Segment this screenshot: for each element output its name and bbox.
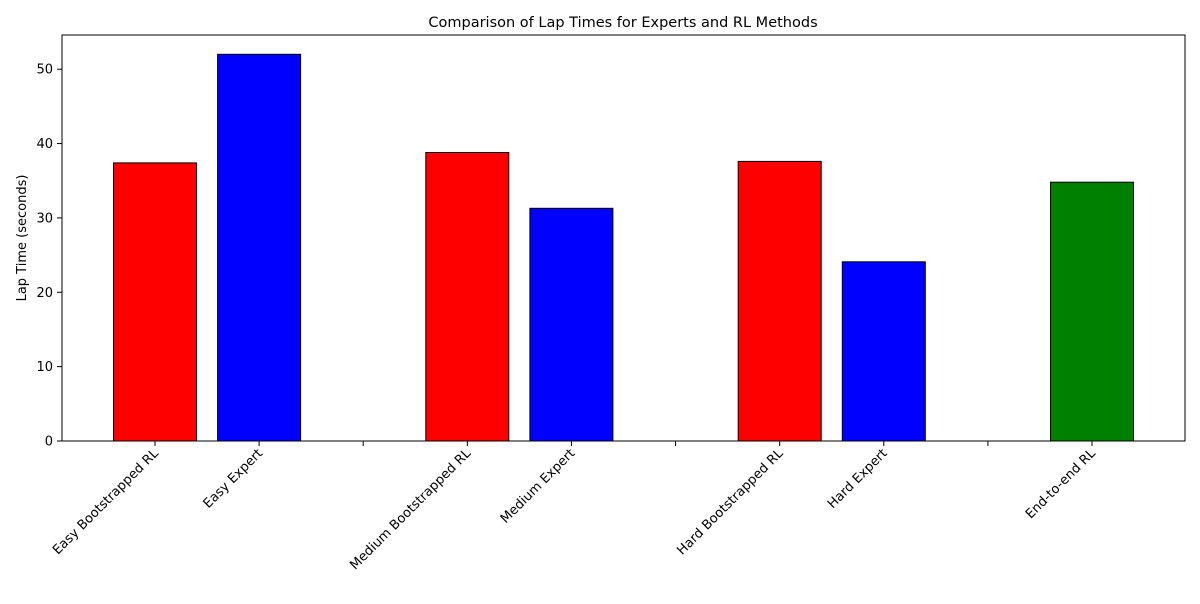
bar-7 xyxy=(841,261,926,442)
bar-4 xyxy=(529,207,614,442)
y-tick-label-0: 0 xyxy=(45,435,53,450)
x-tick-label-7: Hard Expert xyxy=(825,446,891,512)
plot-frame xyxy=(61,34,1186,442)
x-tick-label-1: Easy Expert xyxy=(201,446,266,511)
x-tick-label-0: Easy Bootstrapped RL xyxy=(50,446,162,558)
x-axis-ticks: Easy Bootstrapped RL Easy Expert Medium Bo… xyxy=(50,441,1099,573)
bar-6 xyxy=(737,160,822,442)
bar-9 xyxy=(1050,181,1134,442)
y-axis-ticks: 0 10 20 30 40 50 xyxy=(36,63,62,450)
y-tick-label-4: 40 xyxy=(36,137,53,152)
x-tick-label-9: End-to-end RL xyxy=(1023,446,1099,522)
chart-title: Comparison of Lap Times for Experts and … xyxy=(428,15,817,31)
y-tick-label-2: 20 xyxy=(36,286,53,301)
bar-1 xyxy=(217,53,302,442)
y-axis-label: Lap Time (seconds) xyxy=(15,175,30,302)
x-tick-label-3: Medium Bootstrapped RL xyxy=(347,446,474,573)
x-tick-label-6: Hard Bootstrapped RL xyxy=(674,446,787,559)
y-tick-label-5: 50 xyxy=(36,63,53,78)
y-tick-label-3: 30 xyxy=(36,211,53,226)
bars xyxy=(113,53,1134,442)
y-tick-label-1: 10 xyxy=(36,360,53,375)
bar-0 xyxy=(113,162,197,442)
x-tick-label-4: Medium Expert xyxy=(498,446,578,526)
bar-3 xyxy=(425,152,510,442)
